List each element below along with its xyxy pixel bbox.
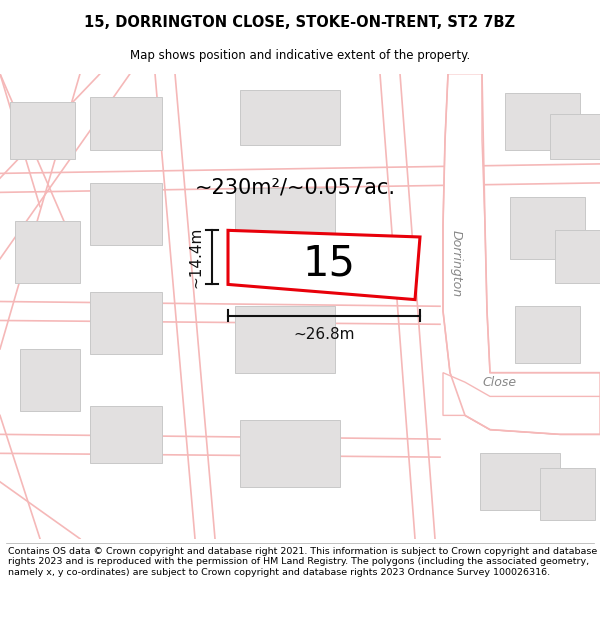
Bar (480, 453, 560, 510)
Bar (15, 221, 80, 282)
Polygon shape (228, 231, 420, 299)
Bar (90, 406, 162, 463)
Bar (510, 197, 585, 259)
Bar (555, 231, 600, 282)
Polygon shape (443, 372, 600, 434)
Bar (240, 420, 340, 486)
Text: Close: Close (483, 376, 517, 389)
Text: ~14.4m: ~14.4m (188, 227, 203, 288)
Text: Contains OS data © Crown copyright and database right 2021. This information is : Contains OS data © Crown copyright and d… (8, 547, 597, 577)
Bar (20, 349, 80, 411)
Bar (10, 102, 75, 159)
Text: 15, DORRINGTON CLOSE, STOKE-ON-TRENT, ST2 7BZ: 15, DORRINGTON CLOSE, STOKE-ON-TRENT, ST… (85, 14, 515, 29)
Text: ~230m²/~0.057ac.: ~230m²/~0.057ac. (194, 177, 395, 198)
Bar (90, 98, 162, 149)
Bar (90, 183, 162, 244)
Bar (550, 114, 600, 159)
Bar (515, 306, 580, 363)
Text: Map shows position and indicative extent of the property.: Map shows position and indicative extent… (130, 49, 470, 62)
Text: 15: 15 (302, 242, 355, 284)
Polygon shape (443, 74, 600, 434)
Bar (505, 92, 580, 149)
Text: ~26.8m: ~26.8m (293, 327, 355, 342)
Bar (235, 188, 335, 259)
Bar (90, 292, 162, 354)
Bar (240, 90, 340, 145)
Bar (235, 306, 335, 372)
Text: Dorrington: Dorrington (449, 230, 463, 297)
Bar (540, 468, 595, 520)
